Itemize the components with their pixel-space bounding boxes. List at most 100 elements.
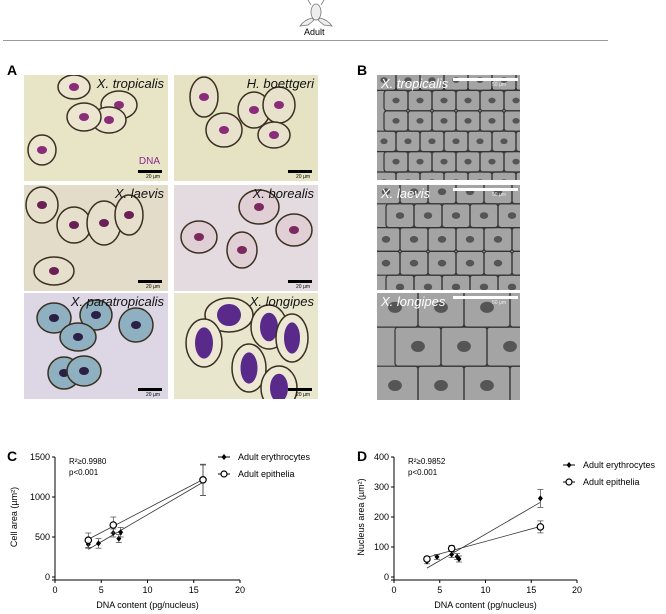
scale-bar-label: 20 µm [146,392,160,398]
species-label: X. longipes [249,294,314,309]
legend-entry: Adult epithelia [218,469,295,479]
marker-open-circle [536,523,545,531]
scale-bar [453,188,518,191]
x-tick-label: 0 [52,585,57,595]
x-tick-label: 10 [142,585,152,595]
x-tick-label: 5 [99,585,104,595]
marker-filled-diamond [95,540,101,547]
marker-open-circle [447,544,456,553]
panel-label-a: A [7,62,18,78]
x-axis-label: DNA content (pg/nucleus) [96,600,199,610]
scale-bar-label: 20 µm [296,174,310,180]
data-point [199,463,207,496]
marker-open-circle [109,521,118,529]
scale-bar-label: 20 µm [146,284,160,290]
stat-annotation: R²≥0.9980 [69,457,107,466]
data-point [95,538,102,549]
scale-bar-label: 50 µm [492,192,506,198]
micrograph-epithelia: X. longipes 50 µm [377,293,520,400]
species-label: X. laevis [381,186,431,201]
micrograph-erythrocytes: X. laevis 20 µm [24,185,168,291]
panel-label-c: C [7,448,18,464]
stat-annotation: R²≥0.9852 [408,457,446,466]
micrograph-epithelia: X. laevis 50 µm [377,185,520,290]
species-label: X. tropicalis [381,76,449,91]
legend-marker-filled-diamond [566,462,572,468]
y-tick-label: 200 [374,512,389,522]
scale-bar [288,170,312,173]
legend-label: Adult epithelia [238,469,295,479]
marker-filled-diamond [118,529,124,536]
marker-filled-diamond [456,556,462,562]
stat-annotation: p<0.001 [69,468,99,477]
legend-entry: Adult erythrocytes [563,460,656,470]
frog-icon [299,0,333,27]
scale-bar-label: 50 µm [492,300,506,306]
x-tick-label: 5 [437,585,442,595]
x-tick-label: 10 [480,585,490,595]
y-axis-label: Cell area (µm²) [9,487,19,547]
marker-open-circle [84,536,93,545]
data-point [109,516,118,534]
y-tick-label: 500 [35,532,50,542]
regression-line [426,501,541,569]
scale-bar-label: 20 µm [296,392,310,398]
scale-bar [453,78,518,81]
micrograph-erythrocytes: X. borealis 20 µm [174,185,318,291]
species-label: X. paratropicalis [70,294,164,309]
regression-line [88,481,204,550]
y-tick-label: 1500 [30,452,50,462]
legend-label: Adult epithelia [583,477,640,487]
y-tick-label: 100 [374,542,389,552]
data-point [84,532,93,548]
marker-open-circle [199,475,207,484]
y-tick-label: 400 [374,452,389,462]
panel-label-b: B [357,62,368,78]
cells-illustration [377,293,520,400]
y-tick-label: 300 [374,482,389,492]
scale-bar [138,388,162,391]
data-point [536,520,545,534]
scale-bar [453,296,518,299]
data-point [537,489,544,508]
micrograph-erythrocytes: X. tropicalis 20 µm DNA [24,75,168,181]
legend-entry: Adult erythrocytes [218,452,311,462]
dna-label: DNA [138,156,160,167]
legend-entry: Adult epithelia [563,477,640,487]
x-tick-label: 20 [235,585,245,595]
x-tick-label: 0 [391,585,396,595]
x-axis-label: DNA content (pg/nucleus) [434,600,537,610]
legend-marker-open-circle [565,478,573,486]
scale-bar [138,280,162,283]
x-tick-label: 15 [189,585,199,595]
cells-illustration [185,297,309,399]
marker-open-circle [423,555,431,563]
chart-c: 0 5 10 15 20 0 500 1000 1500 DNA content (pg/nucl… [9,452,311,610]
cells-illustration [189,76,296,149]
marker-filled-diamond [537,495,543,502]
micrograph-epithelia: X. tropicalis 50 µm [377,75,520,180]
stage-label: Adult [304,27,325,37]
legend-marker-open-circle [220,470,228,478]
y-tick-label: 0 [384,572,389,582]
species-label: X. tropicalis [96,76,164,91]
species-label: H. boettgeri [246,76,314,91]
cells-illustration [27,75,138,166]
marker-filled-diamond [449,551,455,558]
stat-annotation: p<0.001 [408,468,438,477]
data-point [117,527,124,538]
species-label: X. borealis [252,186,314,201]
micrograph-erythrocytes: X. longipes 20 µm [174,293,318,399]
scale-bar [138,170,162,173]
scale-bar [288,388,312,391]
cells-illustration [377,75,520,180]
cells-illustration [25,186,144,286]
scale-bar-label: 20 µm [296,284,310,290]
marker-filled-diamond [116,535,122,542]
x-tick-label: 15 [526,585,536,595]
scale-bar-label: 20 µm [146,174,160,180]
regression-line [426,526,541,558]
legend-label: Adult erythrocytes [238,452,311,462]
data-point [455,555,462,563]
